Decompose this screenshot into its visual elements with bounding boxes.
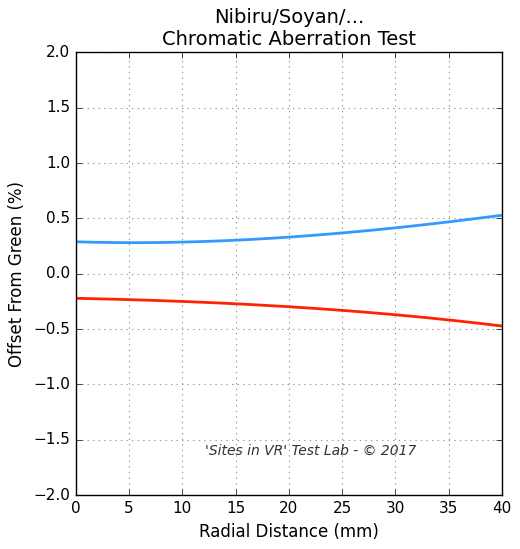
Text: 'Sites in VR' Test Lab - © 2017: 'Sites in VR' Test Lab - © 2017: [204, 444, 416, 458]
Y-axis label: Offset From Green (%): Offset From Green (%): [8, 181, 27, 367]
X-axis label: Radial Distance (mm): Radial Distance (mm): [199, 523, 379, 541]
Title: Nibiru/Soyan/...
Chromatic Aberration Test: Nibiru/Soyan/... Chromatic Aberration Te…: [162, 8, 416, 49]
